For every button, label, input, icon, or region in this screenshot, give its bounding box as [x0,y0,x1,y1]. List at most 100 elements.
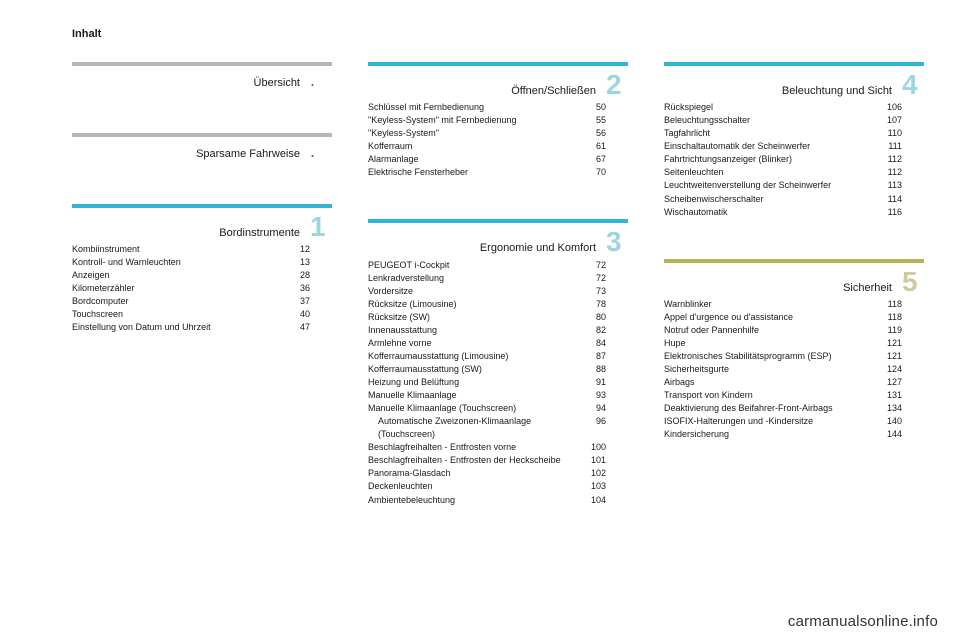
toc-item: Touchscreen40 [72,308,310,321]
toc-item-page: 110 [874,127,902,140]
section-heading: Bordinstrumente [72,227,300,239]
toc-item-label: Rückspiegel [664,101,874,114]
toc-item: Beschlagfreihalten - Entfrosten der Heck… [368,454,606,467]
section-heading-row: Bordinstrumente1 [72,214,332,243]
toc-item-label: Seitenleuchten [664,166,874,179]
toc-item-page: 102 [578,467,606,480]
toc-item-page: 101 [578,454,606,467]
toc-item-page: 61 [578,140,606,153]
toc-item: Manuelle Klimaanlage (Touchscreen)94 [368,402,606,415]
toc-item-label: Elektrische Fensterheber [368,166,578,179]
toc-item-label: Lenkradverstellung [368,272,578,285]
toc-item-label: Bordcomputer [72,295,282,308]
toc-item: Lenkradverstellung72 [368,272,606,285]
section-heading-row: Sicherheit5 [664,269,924,298]
watermark: carmanualsonline.info [788,613,938,630]
columns: Übersicht. Sparsame Fahrweise. Bordinstrum… [72,62,924,547]
section-heading: Beleuchtung und Sicht [664,85,892,97]
toc-item-label: Warnblinker [664,298,874,311]
toc-section: Bordinstrumente1Kombiinstrument12Kontrol… [72,204,332,335]
toc-item-label: Einstellung von Datum und Uhrzeit [72,321,282,334]
toc-item-label: Tagfahrlicht [664,127,874,140]
column: Beleuchtung und Sicht4Rückspiegel106Bele… [664,62,924,547]
toc-item-page: 78 [578,298,606,311]
column: Übersicht. Sparsame Fahrweise. Bordinstrum… [72,62,332,547]
section-number: 2 [606,72,626,97]
toc-item: Fahrtrichtungsanzeiger (Blinker)112 [664,153,902,166]
toc-item-label: Kombiinstrument [72,243,282,256]
section-heading: Übersicht [72,77,300,89]
section-rule [72,133,332,137]
toc-item: Rücksitze (SW)80 [368,311,606,324]
toc-item-page: 12 [282,243,310,256]
page-title: Inhalt [72,28,924,40]
toc-item-label: Transport von Kindern [664,389,874,402]
toc-item: Einschaltautomatik der Scheinwerfer111 [664,140,902,153]
toc-item-page: 103 [578,480,606,493]
toc-item: Beschlagfreihalten - Entfrosten vorne100 [368,441,606,454]
toc-item-page: 37 [282,295,310,308]
section-heading: Sparsame Fahrweise [72,148,300,160]
toc-item-label: Ambientebeleuchtung [368,494,578,507]
toc-item-page: 104 [578,494,606,507]
toc-item: Innenausstattung82 [368,324,606,337]
column: Öffnen/Schließen2Schlüssel mit Fernbedie… [368,62,628,547]
section-rule [664,62,924,66]
toc-item-page: 116 [874,206,902,219]
toc-item-page: 113 [874,179,902,192]
toc-item-page: 56 [578,127,606,140]
toc-item-label: Deckenleuchten [368,480,578,493]
toc-item: Tagfahrlicht110 [664,127,902,140]
toc-items: Warnblinker118Appel d'urgence ou d'assis… [664,298,924,442]
toc-item: Vordersitze73 [368,285,606,298]
toc-item-label: Rücksitze (SW) [368,311,578,324]
toc-item-label: Rücksitze (Limousine) [368,298,578,311]
toc-item: Kofferraum61 [368,140,606,153]
section-number: 5 [902,269,922,294]
toc-item: Leuchtweitenverstellung der Scheinwerfer… [664,179,902,192]
toc-item-label: Manuelle Klimaanlage (Touchscreen) [368,402,578,415]
section-rule-bar [72,62,332,66]
toc-item-page: 94 [578,402,606,415]
toc-item: Armlehne vorne84 [368,337,606,350]
toc-item-page: 127 [874,376,902,389]
section-rule [72,204,332,208]
toc-items: Kombiinstrument12Kontroll- und Warnleuch… [72,243,332,334]
section-rule-bar [664,62,924,66]
section-rule [72,62,332,66]
toc-item-label: Kofferraumausstattung (SW) [368,363,578,376]
toc-item-page: 124 [874,363,902,376]
toc-item-page: 112 [874,153,902,166]
toc-item: Bordcomputer37 [72,295,310,308]
toc-item-label: Wischautomatik [664,206,874,219]
toc-item-label: Anzeigen [72,269,282,282]
section-heading: Öffnen/Schließen [368,85,596,97]
toc-item-label: Fahrtrichtungsanzeiger (Blinker) [664,153,874,166]
toc-item-page: 50 [578,101,606,114]
toc-item-page: 73 [578,285,606,298]
toc-section: Sparsame Fahrweise. [72,133,332,164]
section-rule-bar [664,259,924,263]
toc-item: Kombiinstrument12 [72,243,310,256]
toc-item: Einstellung von Datum und Uhrzeit47 [72,321,310,334]
toc-item-page: 119 [874,324,902,337]
toc-item-page: 106 [874,101,902,114]
toc-item-label: Leuchtweitenverstellung der Scheinwerfer [664,179,874,192]
toc-item: Elektrische Fensterheber70 [368,166,606,179]
section-rule-bar [368,62,628,66]
toc-item: Scheibenwischerschalter114 [664,193,902,206]
toc-item-label: Heizung und Belüftung [368,376,578,389]
toc-item-label: Alarmanlage [368,153,578,166]
toc-item-label: Beschlagfreihalten - Entfrosten vorne [368,441,578,454]
toc-item: Ambientebeleuchtung104 [368,494,606,507]
toc-item-page: 72 [578,259,606,272]
toc-items: Rückspiegel106Beleuchtungsschalter107Tag… [664,101,924,218]
section-heading-row: Übersicht. [72,72,332,93]
toc-item-label: Kofferraum [368,140,578,153]
toc-item-page: 121 [874,337,902,350]
toc-item-label: Airbags [664,376,874,389]
toc-item-label: Notruf oder Pannenhilfe [664,324,874,337]
section-heading-row: Öffnen/Schließen 2 [368,72,628,101]
toc-item-label: Automatische Zweizonen-Klimaanlage (Touc… [368,415,580,441]
toc-item-label: Appel d'urgence ou d'assistance [664,311,874,324]
